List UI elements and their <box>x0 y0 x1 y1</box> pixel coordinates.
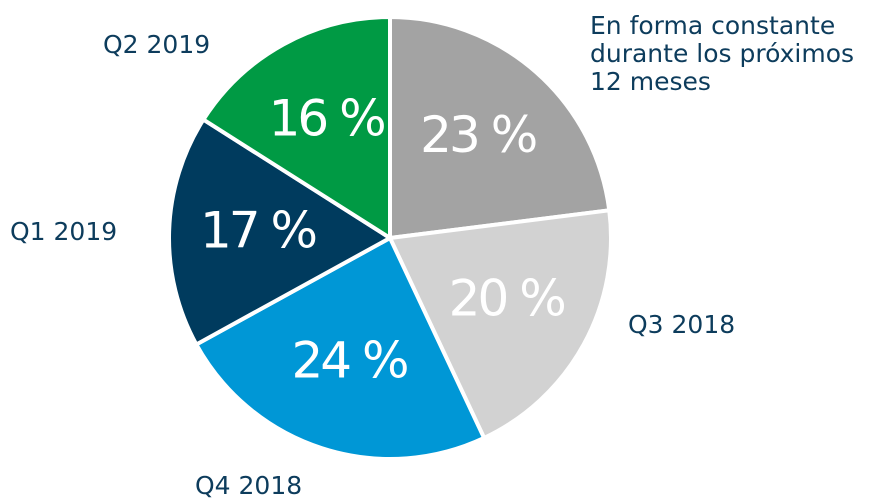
pie-slice <box>387 208 613 441</box>
value-label: 16 % <box>269 89 385 147</box>
category-label: Q3 2018 <box>628 310 736 339</box>
pie-slice <box>200 14 392 242</box>
category-label: Q4 2018 <box>195 471 303 500</box>
value-label: 23 % <box>420 106 536 164</box>
category-label: Q2 2019 <box>103 30 211 59</box>
pie-slice <box>388 14 612 241</box>
category-label: En forma constante durante los próximos … <box>590 11 855 96</box>
category-label: Q1 2019 <box>10 217 118 246</box>
value-label: 17 % <box>200 201 316 259</box>
pie-slice <box>193 235 487 461</box>
pie-slice <box>167 116 394 348</box>
value-label: 24 % <box>292 332 408 390</box>
value-label: 20 % <box>449 269 565 327</box>
